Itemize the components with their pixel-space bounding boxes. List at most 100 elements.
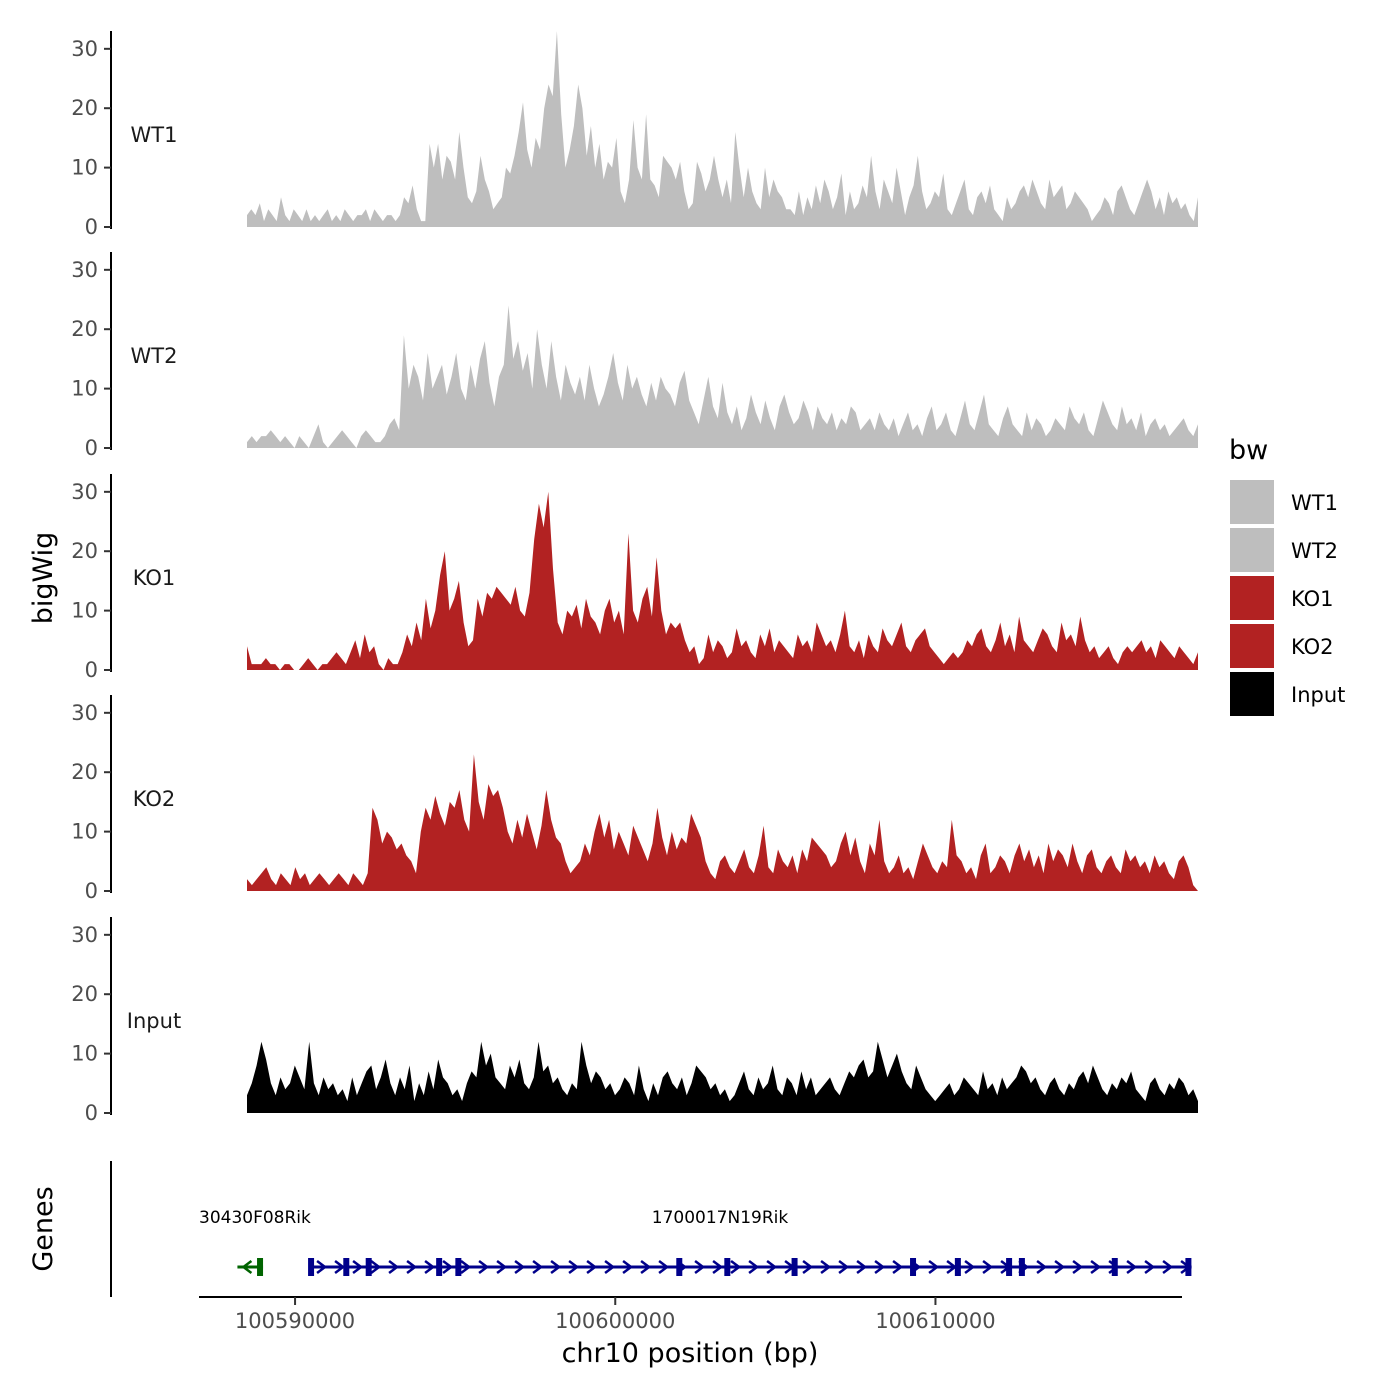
track-label: KO2 bbox=[133, 787, 176, 811]
strand-arrow bbox=[1144, 1260, 1156, 1274]
genes-track: Genes 30430F08Rik 1700017N19Rik bbox=[28, 1161, 1192, 1297]
y-tick-label: 20 bbox=[71, 982, 98, 1006]
gene-exon bbox=[436, 1258, 443, 1276]
legend: bw WT1 WT2 KO1 KO2 Input bbox=[1229, 435, 1345, 716]
strand-arrow bbox=[640, 1260, 652, 1274]
gene-exon bbox=[343, 1258, 350, 1276]
track-wt2: 0 10 20 30 WT2 bbox=[71, 252, 1198, 460]
gene-exon bbox=[257, 1258, 264, 1276]
gene-exon bbox=[910, 1258, 917, 1276]
strand-arrow bbox=[514, 1260, 526, 1274]
gene-1700017N19Rik: 1700017N19Rik bbox=[308, 1208, 1192, 1276]
strand-arrow bbox=[874, 1260, 886, 1274]
strand-arrow bbox=[622, 1260, 634, 1274]
legend-label: WT1 bbox=[1291, 491, 1338, 515]
gene-exon bbox=[791, 1258, 798, 1276]
gene-label: 30430F08Rik bbox=[199, 1208, 311, 1228]
strand-arrow bbox=[586, 1260, 598, 1274]
legend-title: bw bbox=[1229, 435, 1268, 466]
y-tick-label: 30 bbox=[71, 258, 98, 282]
gene-exon bbox=[724, 1258, 731, 1276]
y-tick-label: 30 bbox=[71, 480, 98, 504]
coverage-area-wt1 bbox=[247, 31, 1198, 227]
x-tick-label: 100610000 bbox=[875, 1309, 995, 1333]
y-tick-label: 0 bbox=[85, 436, 98, 460]
legend-label: Input bbox=[1291, 683, 1345, 707]
strand-arrow bbox=[478, 1260, 490, 1274]
bigwig-tracks: 0 10 20 30 WT1 0 10 20 30 WT2 0 10 20 30 KO1 0 10 20 30 KO2… bbox=[71, 31, 1198, 1125]
y-tick-label: 20 bbox=[71, 760, 98, 784]
y-tick-label: 10 bbox=[71, 156, 98, 180]
strand-arrow bbox=[442, 1260, 454, 1274]
track-label: KO1 bbox=[133, 566, 176, 590]
strand-arrow bbox=[964, 1260, 976, 1274]
y-tick-label: 20 bbox=[71, 317, 98, 341]
strand-arrow bbox=[856, 1260, 868, 1274]
strand-arrow bbox=[460, 1260, 472, 1274]
y-tick-label: 0 bbox=[85, 879, 98, 903]
x-tick-label: 100600000 bbox=[555, 1309, 675, 1333]
strand-arrow bbox=[550, 1260, 562, 1274]
strand-arrow bbox=[1126, 1260, 1138, 1274]
legend-swatch bbox=[1230, 624, 1274, 668]
y-tick-label: 20 bbox=[71, 539, 98, 563]
track-label: WT1 bbox=[131, 123, 178, 147]
y-axis-title: bigWig bbox=[28, 532, 59, 625]
y-tick-label: 10 bbox=[71, 599, 98, 623]
strand-arrow bbox=[1036, 1260, 1048, 1274]
strand-arrow bbox=[604, 1260, 616, 1274]
strand-arrow bbox=[1090, 1260, 1102, 1274]
track-wt1: 0 10 20 30 WT1 bbox=[71, 31, 1198, 239]
strand-arrow bbox=[352, 1260, 364, 1274]
coverage-area-input bbox=[247, 1041, 1198, 1113]
gene-exon bbox=[1111, 1258, 1118, 1276]
strand-arrow bbox=[766, 1260, 778, 1274]
coverage-area-ko1 bbox=[247, 491, 1198, 670]
gene-exon bbox=[365, 1258, 372, 1276]
track-ko2: 0 10 20 30 KO2 bbox=[71, 695, 1198, 903]
y-tick-label: 30 bbox=[71, 701, 98, 725]
gene-exon bbox=[954, 1258, 961, 1276]
legend-label: KO1 bbox=[1291, 587, 1334, 611]
y-tick-label: 10 bbox=[71, 1042, 98, 1066]
strand-arrow bbox=[892, 1260, 904, 1274]
strand-arrow bbox=[1054, 1260, 1066, 1274]
track-ko1: 0 10 20 30 KO1 bbox=[71, 474, 1198, 682]
strand-arrow bbox=[838, 1260, 850, 1274]
y-tick-label: 0 bbox=[85, 1101, 98, 1125]
strand-arrow bbox=[982, 1260, 994, 1274]
coverage-area-wt2 bbox=[247, 305, 1198, 448]
strand-arrow bbox=[316, 1260, 328, 1274]
strand-arrow bbox=[406, 1260, 418, 1274]
strand-arrow bbox=[1162, 1260, 1174, 1274]
y-tick-label: 0 bbox=[85, 215, 98, 239]
strand-arrow bbox=[334, 1260, 346, 1274]
y-tick-label: 0 bbox=[85, 658, 98, 682]
strand-arrow bbox=[712, 1260, 724, 1274]
track-label: WT2 bbox=[131, 344, 178, 368]
genes-track-title: Genes bbox=[28, 1186, 59, 1271]
x-axis-title: chr10 position (bp) bbox=[562, 1338, 819, 1369]
strand-arrow bbox=[730, 1260, 742, 1274]
track-input: 0 10 20 30 Input bbox=[71, 917, 1198, 1125]
legend-label: WT2 bbox=[1291, 539, 1338, 563]
legend-swatch bbox=[1230, 480, 1274, 524]
strand-arrow bbox=[496, 1260, 508, 1274]
gene-4930430F08Rik: 30430F08Rik bbox=[199, 1208, 311, 1276]
strand-arrow bbox=[820, 1260, 832, 1274]
legend-label: KO2 bbox=[1291, 635, 1334, 659]
track-label: Input bbox=[127, 1009, 181, 1033]
y-tick-label: 30 bbox=[71, 37, 98, 61]
y-tick-label: 30 bbox=[71, 923, 98, 947]
legend-swatch bbox=[1230, 576, 1274, 620]
strand-arrow bbox=[658, 1260, 670, 1274]
gene-exon bbox=[308, 1258, 315, 1276]
gene-label: 1700017N19Rik bbox=[652, 1208, 789, 1228]
strand-arrow bbox=[424, 1260, 436, 1274]
strand-arrow bbox=[1072, 1260, 1084, 1274]
strand-arrow bbox=[694, 1260, 706, 1274]
gene-exon bbox=[1185, 1258, 1192, 1276]
gene-exon bbox=[1006, 1258, 1013, 1276]
strand-arrow bbox=[568, 1260, 580, 1274]
